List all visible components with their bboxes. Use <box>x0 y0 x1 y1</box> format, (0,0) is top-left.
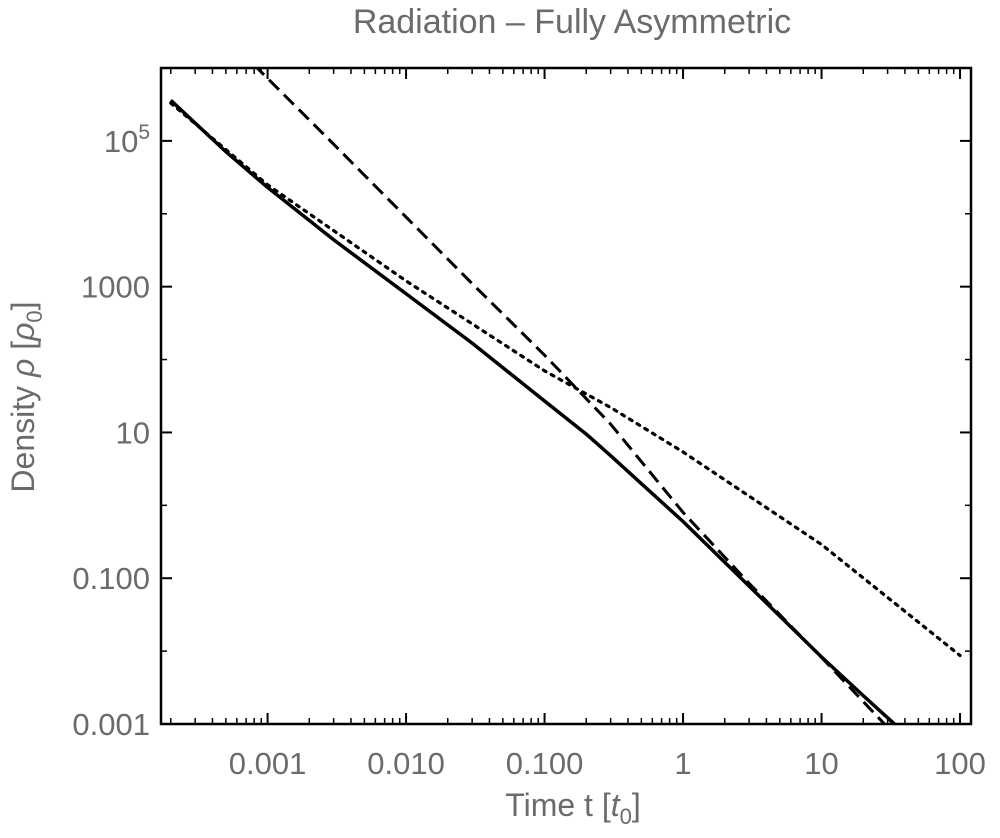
y-tick-label: 1000 <box>81 270 150 305</box>
series-dashed-line <box>255 68 887 724</box>
y-tick-label: 105 <box>104 121 150 159</box>
x-tick-label: 100 <box>934 746 986 781</box>
x-axis-label-close: ] <box>632 787 641 823</box>
y-axis-label-subscript: 0 <box>22 310 47 322</box>
x-tick-label: 0.010 <box>367 746 445 781</box>
y-tick-label-base: 0.001 <box>72 707 150 742</box>
y-axis-label-close: ] <box>5 301 41 310</box>
y-tick-label-base: 10 <box>116 415 150 450</box>
x-axis-label-subscript: 0 <box>620 804 632 829</box>
x-tick-label: 0.001 <box>229 746 307 781</box>
plot-frame <box>159 66 973 726</box>
chart-title: Radiation – Fully Asymmetric <box>353 3 791 41</box>
y-axis-label-open: [ <box>5 341 41 359</box>
y-axis-label-symbol: ρ <box>5 359 41 378</box>
x-tick-label: 1 <box>674 746 691 781</box>
y-axis-label-symbol-2: ρ <box>5 323 41 342</box>
series-layer <box>169 68 962 724</box>
y-axis-label-text: Density <box>5 377 41 493</box>
y-tick-label-base: 0.100 <box>72 561 150 596</box>
y-tick-label-base: 10 <box>104 124 138 159</box>
x-axis-label-symbol: t <box>611 787 621 823</box>
ticks-layer <box>161 67 971 725</box>
y-tick-label: 0.100 <box>72 561 150 596</box>
y-tick-label: 0.001 <box>72 707 150 742</box>
x-axis-label: Time t [t0] <box>505 787 641 829</box>
series-dotted-line <box>169 101 962 658</box>
y-axis-label: Density ρ [ρ0] <box>5 301 47 492</box>
y-tick-label-base: 1000 <box>81 270 150 305</box>
y-tick-label-exponent: 5 <box>138 121 150 144</box>
x-axis-label-text: Time t [ <box>505 787 611 823</box>
y-tick-label: 10 <box>116 415 150 450</box>
series-solid-line <box>169 99 897 724</box>
x-tick-label: 10 <box>804 746 838 781</box>
x-tick-label: 0.100 <box>506 746 584 781</box>
